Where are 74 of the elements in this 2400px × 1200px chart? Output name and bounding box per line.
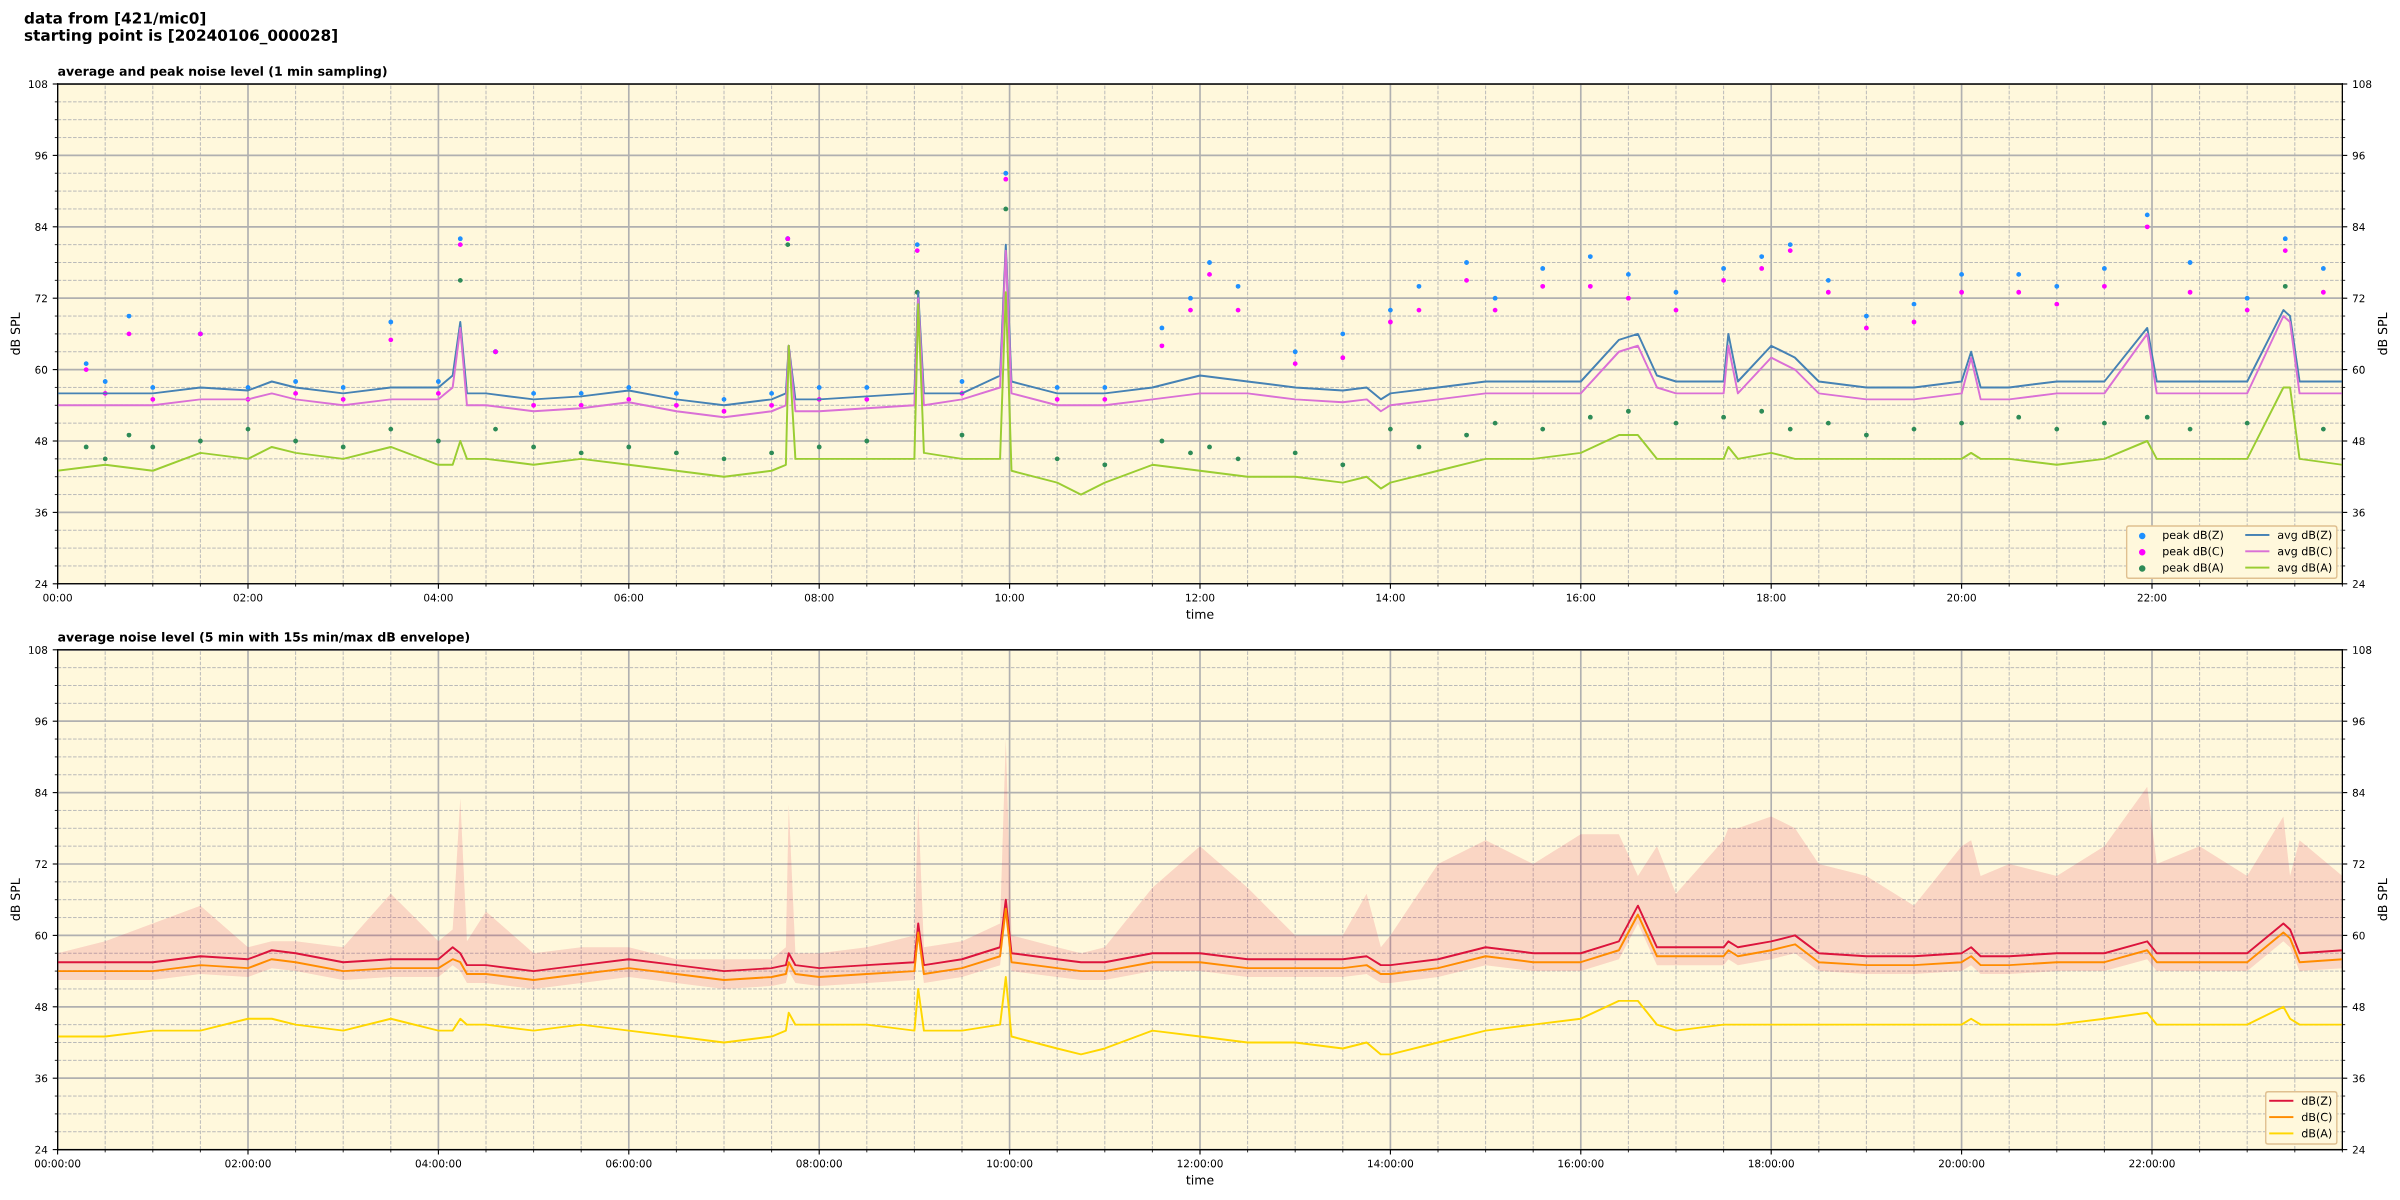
y-tick-label: 96 xyxy=(35,717,48,726)
y2-tick-label: 96 xyxy=(2352,717,2365,726)
x-axis-title: time xyxy=(1186,1174,1214,1185)
x-tick-label: 10:00 xyxy=(995,593,1024,602)
y2-tick-label: 60 xyxy=(2352,931,2365,940)
legend-label: avg dB(A) xyxy=(2277,563,2332,574)
chart-title: average and peak noise level (1 min sampling) xyxy=(58,66,387,79)
y-axis-title: dB SPL xyxy=(10,312,21,355)
y-tick-label: 36 xyxy=(35,1074,48,1083)
x-tick-label: 14:00:00 xyxy=(1368,1159,1414,1168)
x-tick-label: 18:00 xyxy=(1757,593,1786,602)
y2-tick-label: 84 xyxy=(2352,223,2365,231)
y-tick-label: 24 xyxy=(35,1145,48,1154)
x-tick-label: 20:00 xyxy=(1947,593,1976,602)
y2-axis-title: dB SPL xyxy=(2377,312,2388,355)
x-tick-label: 16:00 xyxy=(1566,593,1596,602)
y-tick-label: 24 xyxy=(35,580,48,588)
x-tick-label: 08:00 xyxy=(804,593,834,602)
y2-tick-label: 108 xyxy=(2353,646,2372,654)
x-tick-label: 02:00 xyxy=(233,593,263,602)
legend-label: dB(C) xyxy=(2301,1112,2332,1123)
x-tick-label: 18:00:00 xyxy=(1748,1159,1794,1168)
y2-tick-label: 24 xyxy=(2352,1145,2365,1154)
x-tick-label: 16:00:00 xyxy=(1558,1159,1604,1168)
x-tick-label: 10:00:00 xyxy=(987,1159,1033,1168)
y-tick-label: 48 xyxy=(35,1003,48,1011)
x-tick-label: 02:00:00 xyxy=(225,1159,271,1168)
y-tick-label: 108 xyxy=(29,646,48,654)
text: data from [421/mic0] starting point is [20240106_000028] xyxy=(24,12,337,45)
legend-label: peak dB(A) xyxy=(2163,563,2223,574)
y2-tick-label: 48 xyxy=(2352,437,2365,446)
y2-tick-label: 84 xyxy=(2352,788,2365,797)
x-tick-label: 00:00:00 xyxy=(34,1159,81,1168)
y-tick-label: 36 xyxy=(35,508,48,517)
legend-label: dB(A) xyxy=(2301,1128,2332,1139)
y2-tick-label: 36 xyxy=(2352,508,2365,517)
x-tick-label: 12:00:00 xyxy=(1177,1159,1223,1168)
y2-tick-label: 60 xyxy=(2352,365,2365,374)
y-tick-label: 60 xyxy=(35,931,48,940)
y2-tick-label: 72 xyxy=(2352,860,2365,868)
x-axis-title: time xyxy=(1186,609,1214,619)
legend-label: peak dB(C) xyxy=(2163,546,2224,558)
y-tick-label: 72 xyxy=(35,860,47,868)
x-tick-label: 04:00 xyxy=(424,593,453,602)
y2-tick-label: 36 xyxy=(2352,1074,2365,1083)
y-tick-label: 60 xyxy=(35,365,48,374)
y2-axis-title: dB SPL xyxy=(2377,878,2388,921)
y2-tick-label: 108 xyxy=(2353,80,2372,89)
y-tick-label: 84 xyxy=(35,788,48,797)
chart-title: average noise level (5 min with 15s min/max dB envelope) xyxy=(58,631,470,645)
x-tick-label: 22:00 xyxy=(2137,593,2167,602)
y2-tick-label: 48 xyxy=(2352,1003,2365,1011)
x-tick-label: 12:00 xyxy=(1186,593,1215,602)
y2-tick-label: 96 xyxy=(2352,151,2365,160)
x-tick-label: 06:00:00 xyxy=(606,1159,652,1168)
y-tick-label: 96 xyxy=(35,151,48,160)
x-tick-label: 14:00 xyxy=(1376,593,1405,602)
x-tick-label: 06:00 xyxy=(614,593,644,602)
legend-label: avg dB(Z) xyxy=(2277,530,2332,542)
legend-label: peak dB(Z) xyxy=(2163,530,2223,542)
legend-label: dB(Z) xyxy=(2301,1096,2332,1107)
y-tick-label: 108 xyxy=(29,80,48,89)
y-axis-title: dB SPL xyxy=(10,878,21,921)
x-tick-label: 00:00 xyxy=(43,593,72,602)
legend-label: avg dB(C) xyxy=(2277,546,2332,558)
y-tick-label: 48 xyxy=(35,437,48,446)
y-tick-label: 84 xyxy=(35,223,48,231)
x-tick-label: 20:00:00 xyxy=(1938,1159,1985,1168)
x-tick-label: 04:00:00 xyxy=(415,1159,462,1168)
y2-tick-label: 72 xyxy=(2352,294,2365,303)
x-tick-label: 22:00:00 xyxy=(2129,1159,2175,1168)
x-tick-label: 08:00:00 xyxy=(796,1159,842,1168)
y-tick-label: 72 xyxy=(35,294,47,303)
y2-tick-label: 24 xyxy=(2352,580,2365,588)
